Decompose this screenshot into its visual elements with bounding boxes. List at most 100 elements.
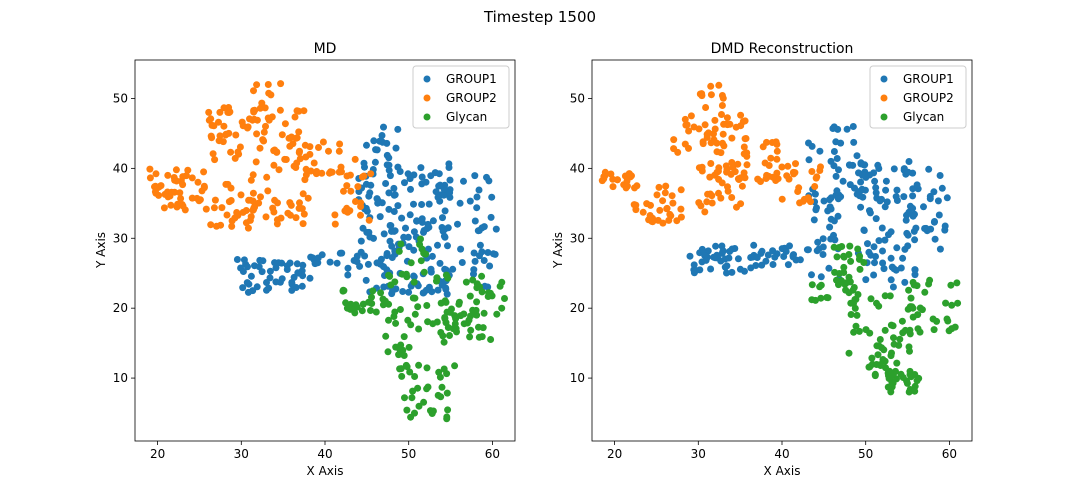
point-glycan [847, 257, 855, 265]
point-group1 [833, 187, 841, 195]
point-group2 [682, 121, 690, 129]
point-group2 [300, 210, 308, 218]
point-glycan [382, 332, 390, 340]
point-group2 [710, 136, 718, 144]
point-group2 [757, 178, 764, 185]
point-group2 [343, 182, 351, 190]
point-group1 [405, 243, 413, 251]
point-glycan [808, 296, 816, 304]
point-group2 [281, 120, 289, 128]
point-group1 [927, 225, 935, 233]
point-group1 [394, 125, 402, 133]
point-glycan [411, 409, 418, 417]
point-group1 [376, 213, 384, 221]
point-group2 [665, 216, 673, 224]
point-glycan [410, 278, 418, 286]
point-group2 [762, 175, 770, 182]
point-group2 [723, 114, 731, 122]
point-glycan [473, 298, 481, 306]
point-glycan [907, 294, 915, 302]
point-glycan [405, 343, 413, 351]
point-group1 [887, 254, 895, 262]
point-group2 [719, 139, 726, 147]
point-group2 [669, 199, 677, 207]
point-glycan [881, 357, 889, 365]
point-group2 [188, 194, 196, 202]
chart-md: 20 30 40 50 60 10 20 30 40 50 MD X Axis Y Axis G… [94, 41, 516, 478]
point-group2 [767, 154, 775, 162]
point-glycan [403, 406, 411, 414]
point-group2 [623, 182, 631, 190]
point-group1 [283, 266, 291, 273]
point-group1 [866, 209, 874, 217]
point-group1 [830, 148, 838, 155]
point-glycan [392, 319, 400, 327]
point-group1 [483, 173, 490, 181]
point-glycan [385, 271, 392, 279]
point-group1 [382, 180, 390, 187]
point-glycan [444, 406, 452, 414]
point-glycan [423, 302, 431, 309]
point-group1 [900, 193, 908, 201]
point-group2 [227, 184, 235, 192]
point-group2 [179, 181, 187, 189]
point-glycan [420, 268, 428, 276]
point-group1 [390, 208, 398, 215]
point-group1 [780, 253, 788, 260]
point-group2 [677, 205, 685, 213]
point-glycan [395, 247, 403, 255]
point-glycan [478, 272, 486, 280]
point-group1 [911, 266, 919, 274]
point-glycan [838, 243, 846, 250]
point-group1 [418, 215, 426, 223]
point-group1 [361, 163, 368, 171]
point-glycan [887, 321, 895, 329]
point-group2 [677, 186, 685, 194]
point-group2 [727, 170, 735, 178]
point-group1 [245, 280, 253, 288]
point-group1 [400, 233, 408, 241]
point-group2 [681, 140, 689, 148]
point-group1 [858, 171, 866, 179]
point-glycan [845, 289, 853, 297]
point-group2 [811, 183, 819, 190]
point-glycan [437, 329, 445, 336]
point-glycan [443, 389, 451, 397]
point-group2 [812, 174, 820, 182]
point-group1 [837, 139, 845, 147]
point-group1 [827, 205, 835, 213]
point-group2 [151, 182, 159, 190]
point-glycan [906, 367, 914, 375]
point-group1 [912, 224, 920, 232]
legend-marker-group2 [423, 94, 431, 102]
point-group1 [888, 263, 896, 271]
point-group1 [473, 193, 481, 201]
point-group2 [215, 118, 222, 126]
point-group1 [387, 222, 395, 230]
point-group2 [251, 203, 258, 211]
point-glycan [407, 259, 415, 267]
point-group2 [271, 196, 279, 204]
point-group1 [290, 273, 298, 281]
point-group1 [265, 284, 273, 292]
scatter-points-md [146, 80, 508, 423]
point-group2 [668, 192, 676, 200]
point-group2 [687, 112, 695, 120]
point-group2 [740, 150, 748, 158]
point-group1 [378, 132, 386, 139]
point-group1 [769, 247, 777, 255]
point-group1 [401, 179, 408, 187]
point-group1 [399, 288, 407, 295]
point-glycan [466, 292, 474, 300]
point-group2 [278, 131, 286, 139]
point-group2 [351, 155, 359, 163]
point-group2 [720, 120, 728, 128]
point-group1 [887, 276, 895, 284]
point-group2 [808, 168, 816, 175]
point-group2 [623, 177, 631, 185]
point-glycan [407, 321, 415, 329]
point-glycan [905, 286, 913, 294]
point-group1 [721, 263, 729, 271]
point-glycan [455, 300, 463, 308]
point-group2 [357, 211, 364, 219]
